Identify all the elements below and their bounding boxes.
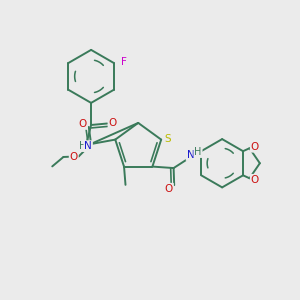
Text: S: S [164, 134, 171, 144]
Text: O: O [251, 142, 259, 152]
Text: O: O [165, 184, 173, 194]
Text: N: N [187, 150, 194, 160]
Text: O: O [79, 119, 87, 129]
Text: O: O [251, 175, 259, 185]
Text: H: H [194, 147, 202, 157]
Text: H: H [79, 141, 86, 151]
Text: O: O [109, 118, 117, 128]
Text: N: N [84, 141, 92, 151]
Text: O: O [70, 152, 78, 162]
Text: F: F [121, 57, 126, 67]
